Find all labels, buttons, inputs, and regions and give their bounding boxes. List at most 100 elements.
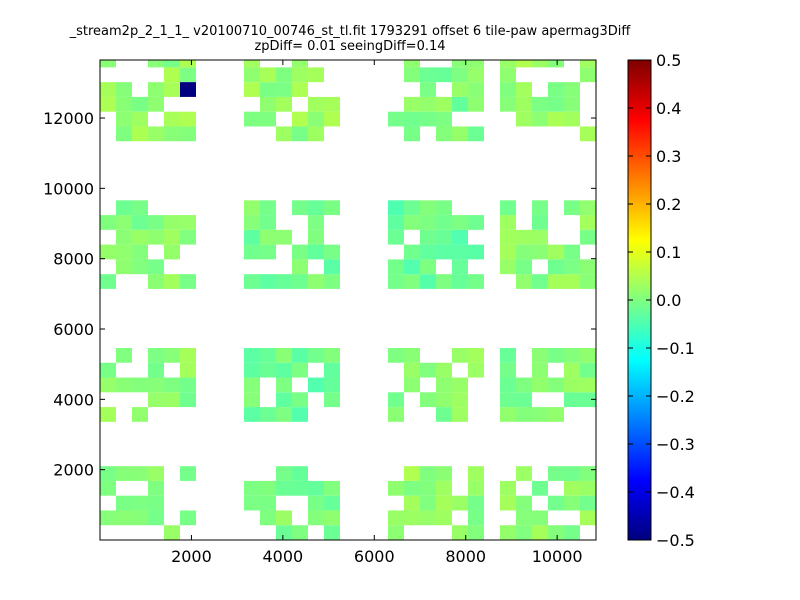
- heatmap-cell: [404, 200, 420, 216]
- heatmap-cell: [436, 200, 452, 216]
- heatmap-cell: [532, 525, 548, 540]
- colorbar-tick-label: 0.5: [656, 51, 681, 70]
- heatmap-cell: [548, 274, 564, 289]
- heatmap-cell: [436, 362, 452, 378]
- heatmap-cell: [452, 259, 468, 275]
- heatmap-cell: [548, 495, 564, 511]
- heatmap-cell: [516, 407, 532, 422]
- heatmap-cell: [308, 111, 324, 127]
- heatmap-cell: [276, 126, 292, 142]
- heatmap-cell: [164, 244, 180, 260]
- heatmap-cell: [452, 495, 468, 511]
- heatmap-cell: [292, 111, 308, 127]
- heatmap-cell: [468, 215, 484, 230]
- heatmap-cell: [292, 466, 308, 481]
- heatmap-cell: [436, 392, 452, 408]
- heatmap-cell: [132, 215, 148, 230]
- heatmap-cell: [100, 377, 116, 393]
- heatmap-cell: [436, 510, 452, 526]
- heatmap-cell: [436, 96, 452, 112]
- heatmap-cell: [308, 200, 324, 216]
- heatmap-cell: [468, 244, 484, 260]
- heatmap-cell: [452, 348, 468, 363]
- heatmap-cell: [244, 377, 260, 393]
- heatmap-cell: [276, 377, 292, 393]
- heatmap-cell: [116, 510, 132, 526]
- heatmap-cell: [308, 348, 324, 363]
- heatmap-cell: [436, 495, 452, 511]
- heatmap-cell: [148, 348, 164, 363]
- heatmap-cell: [116, 495, 132, 511]
- heatmap-cell: [276, 96, 292, 112]
- heatmap-cell: [260, 111, 276, 127]
- heatmap-cell: [180, 67, 196, 83]
- heatmap-cell: [180, 466, 196, 481]
- colorbar-tick-label: −0.5: [656, 531, 695, 550]
- heatmap-cell: [404, 259, 420, 275]
- chart-title-line1: _stream2p_2_1_1_ v20100710_00746_st_tl.f…: [69, 24, 631, 39]
- heatmap-cell: [532, 96, 548, 112]
- heatmap-cell: [180, 215, 196, 230]
- heatmap-cell: [388, 229, 404, 245]
- heatmap-cell: [420, 96, 436, 112]
- heatmap-cell: [548, 525, 564, 540]
- heatmap-cell: [148, 96, 164, 112]
- heatmap-cell: [292, 60, 308, 68]
- heatmap-cell: [260, 348, 276, 363]
- heatmap-cell: [148, 480, 164, 496]
- heatmap-cell: [420, 274, 436, 289]
- heatmap-cell: [452, 229, 468, 245]
- heatmap-cell: [180, 362, 196, 378]
- heatmap-cell: [308, 480, 324, 496]
- heatmap-cell: [388, 200, 404, 216]
- heatmap-cell: [436, 377, 452, 393]
- heatmap-cell: [244, 274, 260, 289]
- heatmap-cell: [564, 392, 580, 408]
- heatmap-cell: [500, 244, 516, 260]
- heatmap-cell: [116, 466, 132, 481]
- heatmap-cell: [388, 525, 404, 540]
- heatmap-cell: [276, 407, 292, 422]
- heatmap-cell: [548, 60, 564, 68]
- heatmap-cell: [404, 96, 420, 112]
- colorbar-tick-label: −0.1: [656, 339, 695, 358]
- heatmap-cell: [116, 96, 132, 112]
- heatmap-cell: [324, 96, 340, 112]
- y-tick-label: 6000: [53, 320, 94, 339]
- heatmap-cell: [148, 215, 164, 230]
- heatmap-cell: [564, 466, 580, 481]
- heatmap-cell: [292, 362, 308, 378]
- heatmap-cell: [404, 466, 420, 481]
- heatmap-cell: [244, 229, 260, 245]
- heatmap-cell: [564, 525, 580, 540]
- heatmap-cell: [116, 348, 132, 363]
- heatmap-cell: [260, 480, 276, 496]
- heatmap-cell: [324, 495, 340, 511]
- heatmap-cell: [292, 480, 308, 496]
- heatmap-cell: [468, 510, 484, 526]
- heatmap-cell: [564, 111, 580, 127]
- heatmap-cell: [532, 60, 548, 68]
- heatmap-cell: [452, 82, 468, 97]
- heatmap-cell: [116, 377, 132, 393]
- heatmap-cell: [148, 259, 164, 275]
- heatmap-cell: [260, 229, 276, 245]
- heatmap-cell: [164, 67, 180, 83]
- heatmap-cell: [404, 126, 420, 142]
- heatmap-cell: [180, 126, 196, 142]
- heatmap-cell: [404, 480, 420, 496]
- heatmap-cell: [452, 525, 468, 540]
- heatmap-cell: [148, 82, 164, 97]
- heatmap-cell: [452, 60, 468, 68]
- colorbar-tick-label: 0.0: [656, 291, 681, 310]
- axes: 2000 4000 6000 8000 10000 2000 4000 6000 8000 100…: [43, 60, 596, 566]
- heatmap-cell: [244, 244, 260, 260]
- heatmap-cell: [404, 67, 420, 83]
- heatmap-cell: [388, 111, 404, 127]
- heatmap-cell: [308, 495, 324, 511]
- heatmap-cell: [516, 60, 532, 68]
- heatmap-cell: [148, 377, 164, 393]
- heatmap-cell: [292, 259, 308, 275]
- heatmap-cell: [148, 229, 164, 245]
- heatmap-cell: [500, 407, 516, 422]
